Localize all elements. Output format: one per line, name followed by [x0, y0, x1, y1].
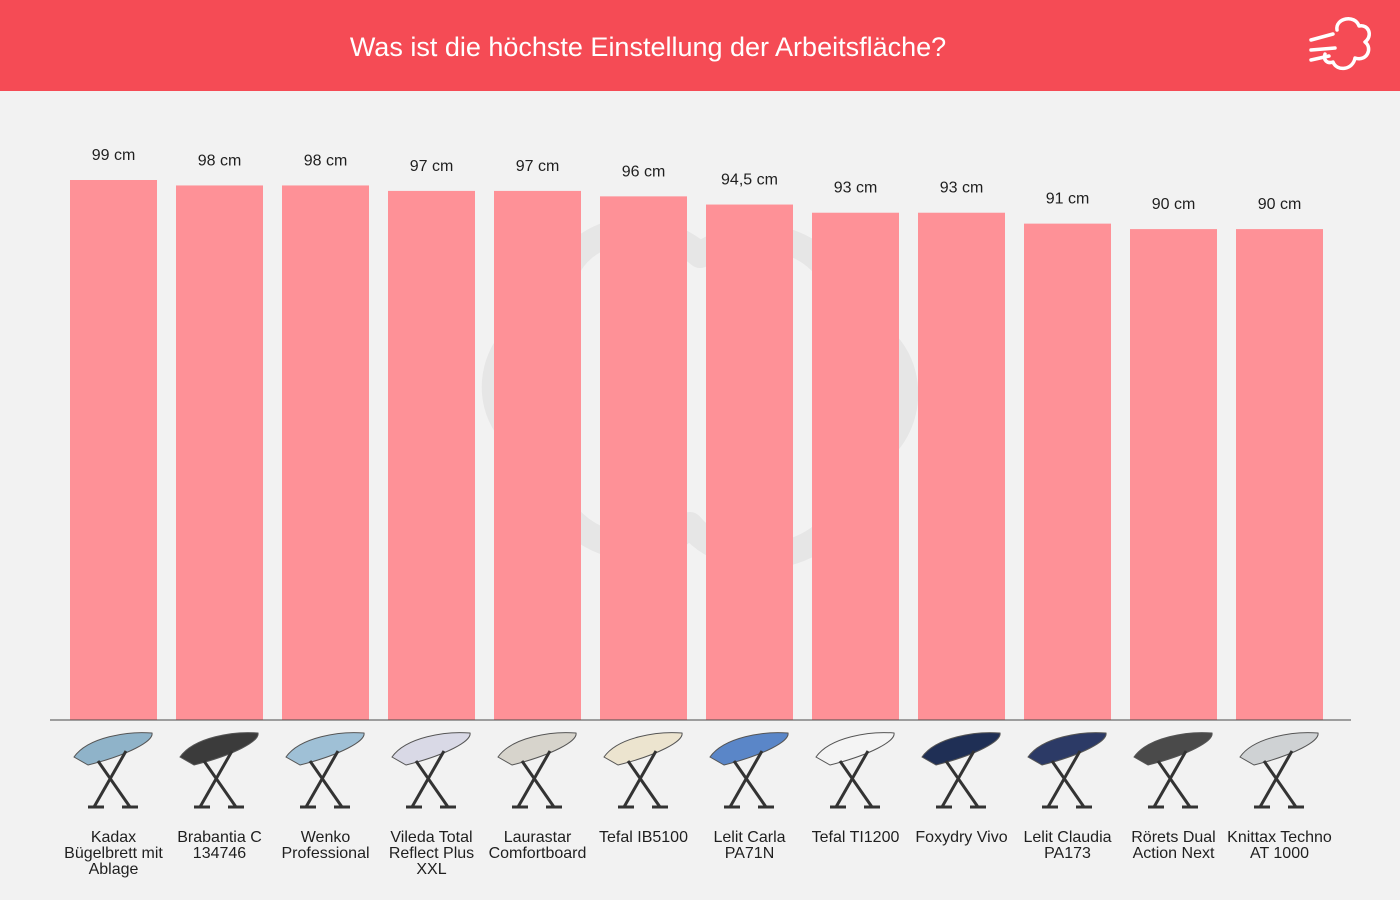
value-labels-group: 99 cm 98 cm 98 cm 97 cm 97 cm 96 cm 94,5 cm 93 … — [92, 147, 1302, 213]
category-label-8: Foxydry Vivo — [915, 829, 1008, 846]
bars-group — [70, 180, 1323, 721]
bar-4 — [494, 190, 581, 721]
bar-2 — [282, 185, 369, 721]
ironing-board-icon — [603, 732, 683, 809]
category-label-4: Laurastar Comfortboard — [488, 829, 587, 862]
value-label-4: 97 cm — [516, 158, 560, 175]
category-label-1: Brabantia C 134746 — [177, 829, 262, 862]
value-label-6: 94,5 cm — [721, 172, 778, 189]
ironing-board-icon — [921, 732, 1001, 809]
bar-7 — [812, 212, 899, 720]
bar-9 — [1024, 223, 1111, 721]
category-label-2: Wenko Professional — [281, 829, 370, 862]
value-label-1: 98 cm — [198, 152, 242, 169]
ironing-board-icon — [1027, 732, 1107, 809]
category-label-3: Vileda Total Reflect Plus XXL — [388, 829, 475, 878]
ironing-board-icon — [1239, 732, 1319, 809]
steam-cloud-icon — [1309, 17, 1371, 71]
value-label-2: 98 cm — [304, 152, 348, 169]
category-label-5: Tefal IB5100 — [599, 829, 688, 846]
ironing-board-icon — [179, 732, 259, 809]
value-label-8: 93 cm — [940, 180, 984, 197]
category-label-6: Lelit Carla PA71N — [713, 829, 786, 862]
value-label-0: 99 cm — [92, 147, 136, 164]
ironing-board-icon — [73, 732, 153, 809]
category-label-11: Knittax Techno AT 1000 — [1227, 829, 1332, 862]
bar-3 — [388, 190, 475, 721]
bar-6 — [706, 204, 793, 720]
category-label-10: Rörets Dual Action Next — [1131, 829, 1216, 862]
ironing-board-icon — [1133, 732, 1213, 809]
value-label-5: 96 cm — [622, 163, 666, 180]
category-label-9: Lelit Claudia PA173 — [1023, 829, 1112, 862]
ironing-board-icon — [391, 732, 471, 809]
value-label-3: 97 cm — [410, 158, 454, 175]
chart-title: Was ist die höchste Einstellung der Arbe… — [349, 32, 947, 62]
category-label-0: Kadax Bügelbrett mit Ablage — [64, 829, 163, 878]
ironing-board-icon — [815, 732, 895, 809]
bar-11 — [1236, 229, 1323, 720]
value-label-7: 93 cm — [834, 180, 878, 197]
bar-1 — [176, 185, 263, 721]
bar-chart: 99 cm 98 cm 98 cm 97 cm 97 cm 96 cm 94,5 cm 93 … — [50, 147, 1351, 721]
ironing-board-icon — [497, 732, 577, 809]
value-label-11: 90 cm — [1258, 196, 1302, 213]
value-label-10: 90 cm — [1152, 196, 1196, 213]
category-label-7: Tefal TI1200 — [811, 829, 900, 846]
bar-5 — [600, 196, 687, 720]
header-bar: Was ist die höchste Einstellung der Arbe… — [0, 0, 1400, 91]
bar-0 — [70, 180, 157, 720]
ironing-board-icon — [709, 732, 789, 809]
bar-10 — [1130, 229, 1217, 720]
ironing-board-icon — [285, 732, 365, 809]
bar-8 — [918, 212, 1005, 720]
value-label-9: 91 cm — [1046, 191, 1090, 208]
